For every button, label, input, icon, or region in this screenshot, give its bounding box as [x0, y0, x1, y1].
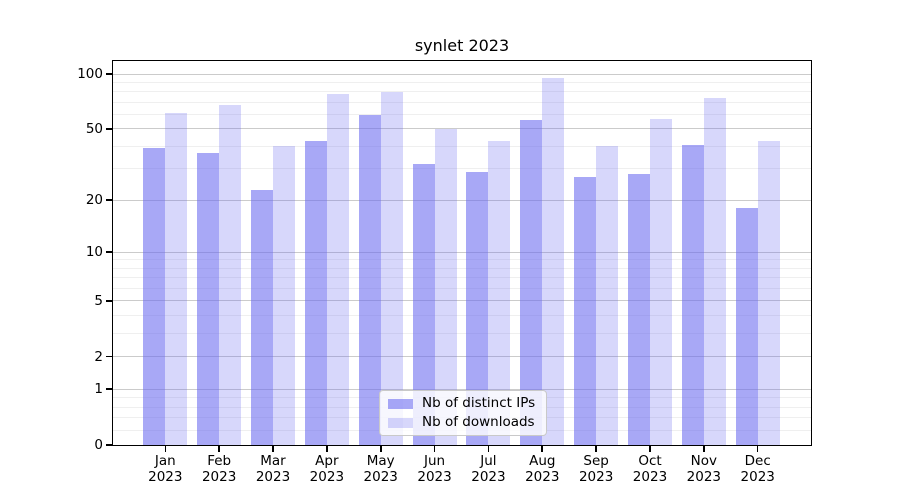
bar-downloads-jul: [488, 140, 511, 445]
xtick-mark-jun: [433, 446, 436, 452]
xtick-label-jun: Jun 2023: [417, 453, 452, 485]
ytick-label-1: 1: [94, 381, 103, 398]
legend-swatch-distinct-ips: [388, 398, 413, 409]
ytick-label-50: 50: [85, 120, 103, 137]
gridline-minor-7: [113, 277, 811, 279]
gridline-major-20: [113, 199, 811, 201]
bar-downloads-sep: [596, 146, 619, 445]
legend-label-distinct-ips: Nb of distinct IPs: [422, 395, 536, 411]
bar-downloads-feb: [219, 104, 242, 445]
bar-distinct-ips-sep: [574, 177, 597, 445]
gridline-minor-90: [113, 81, 811, 83]
ytick-mark-20: [106, 199, 112, 202]
xtick-mark-nov: [703, 446, 705, 452]
bar-distinct-ips-jun: [412, 163, 435, 445]
xtick-label-feb: Feb 2023: [201, 453, 237, 485]
bar-distinct-ips-mar: [251, 189, 273, 445]
gridline-major-2: [113, 356, 811, 358]
xtick-mark-may: [379, 446, 382, 452]
bar-downloads-aug: [542, 78, 565, 445]
xtick-mark-jul: [487, 446, 490, 452]
gridline-minor-6: [113, 288, 811, 290]
plot-area: [112, 60, 812, 446]
bar-downloads-oct: [649, 118, 672, 445]
gridline-minor-3: [113, 333, 811, 335]
xtick-label-apr: Apr 2023: [309, 453, 345, 485]
xtick-label-mar: Mar 2023: [255, 453, 291, 485]
ytick-mark-50: [106, 128, 112, 130]
ytick-label-100: 100: [77, 66, 103, 82]
ytick-mark-5: [106, 300, 112, 302]
bar-distinct-ips-jul: [466, 171, 489, 445]
xtick-label-jan: Jan 2023: [148, 453, 183, 485]
bar-downloads-jan: [165, 113, 188, 445]
ytick-mark-2: [106, 355, 112, 358]
xtick-label-aug: Aug 2023: [525, 453, 560, 485]
bar-distinct-ips-may: [358, 114, 381, 445]
gridline-minor-30: [113, 168, 811, 170]
xtick-label-may: May 2023: [363, 453, 398, 485]
legend-row-distinct-ips: Nb of distinct IPs: [388, 396, 546, 411]
xtick-mark-sep: [595, 446, 597, 452]
ytick-label-0: 0: [94, 437, 103, 453]
gridline-major-50: [113, 128, 811, 130]
gridline-major-5: [113, 300, 811, 302]
legend-swatch-downloads: [388, 417, 413, 428]
legend: Nb of distinct IPs Nb of downloads: [379, 390, 547, 436]
legend-label-downloads: Nb of downloads: [422, 414, 535, 430]
legend-row-downloads: Nb of downloads: [388, 415, 546, 430]
chart-title: synlet 2023: [414, 36, 510, 55]
gridline-minor-40: [113, 145, 811, 147]
gridline-minor-4: [113, 315, 811, 317]
ytick-mark-10: [106, 251, 112, 254]
gridline-major-1: [113, 388, 811, 390]
ytick-mark-1: [106, 388, 112, 391]
ytick-mark-100: [106, 73, 112, 75]
gridline-minor-80: [113, 91, 811, 93]
bar-downloads-may: [380, 91, 403, 445]
ytick-label-20: 20: [85, 192, 103, 209]
gridline-major-100: [113, 73, 811, 75]
bar-distinct-ips-feb: [197, 152, 220, 445]
bar-distinct-ips-nov: [681, 144, 704, 445]
ytick-label-2: 2: [94, 348, 103, 365]
bar-downloads-dec: [757, 140, 780, 445]
xtick-mark-aug: [541, 446, 544, 452]
ytick-label-5: 5: [94, 292, 103, 309]
gridline-minor-60: [113, 114, 811, 116]
xtick-label-dec: Dec 2023: [740, 453, 775, 485]
bar-downloads-mar: [273, 146, 295, 445]
bar-distinct-ips-jan: [143, 148, 166, 445]
xtick-mark-dec: [756, 446, 759, 452]
bar-downloads-jun: [434, 128, 457, 445]
xtick-mark-jan: [164, 446, 167, 452]
bar-distinct-ips-oct: [627, 174, 650, 445]
xtick-mark-mar: [272, 446, 274, 452]
bar-distinct-ips-dec: [735, 208, 758, 445]
bar-downloads-apr: [326, 93, 349, 445]
xtick-label-nov: Nov 2023: [686, 453, 722, 485]
xtick-mark-feb: [218, 446, 220, 452]
xtick-label-oct: Oct 2023: [632, 453, 668, 485]
xtick-label-sep: Sep 2023: [578, 453, 614, 485]
gridline-minor-9: [113, 259, 811, 261]
ytick-label-10: 10: [85, 244, 103, 261]
xtick-mark-oct: [649, 446, 651, 452]
xtick-label-jul: Jul 2023: [471, 453, 506, 485]
ytick-mark-0: [106, 444, 112, 446]
bar-distinct-ips-apr: [304, 140, 327, 445]
gridline-major-10: [113, 251, 811, 253]
gridline-minor-8: [113, 267, 811, 269]
gridline-minor-70: [113, 101, 811, 103]
bar-distinct-ips-aug: [520, 120, 543, 445]
xtick-mark-apr: [326, 446, 328, 452]
bar-downloads-nov: [703, 97, 726, 445]
